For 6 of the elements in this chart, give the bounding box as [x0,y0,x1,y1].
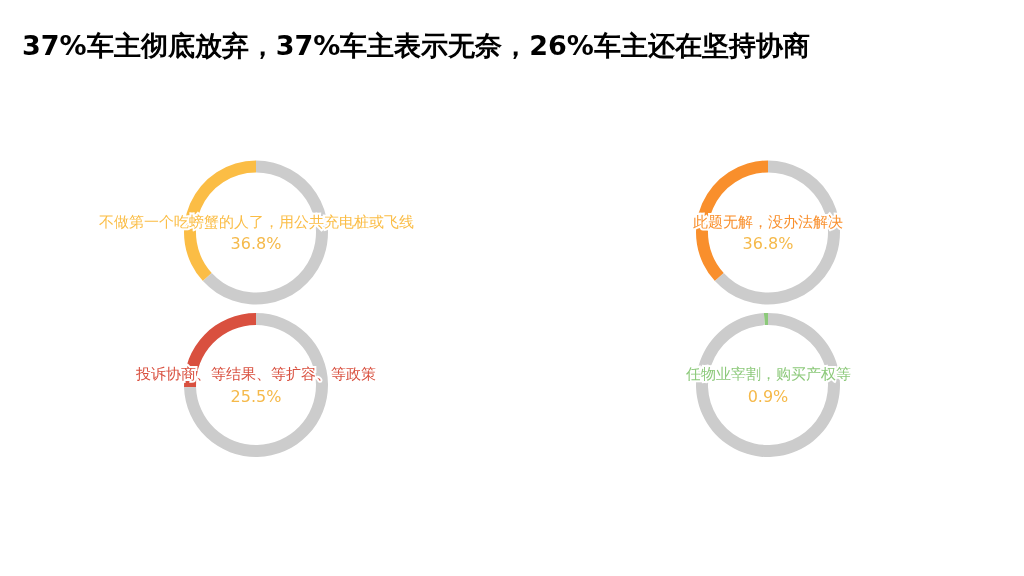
data-label: 36.8% [742,234,794,253]
data-label: 36.8% [230,234,282,253]
data-label: 0.9% [747,386,789,406]
slice-label: 任物业宰割，购买产权等 [684,365,851,383]
chart-title: 37%车主彻底放弃，37%车主表示无奈，26%车主还在坚持协商 [22,29,810,63]
data-label: 25.5% [230,386,282,406]
